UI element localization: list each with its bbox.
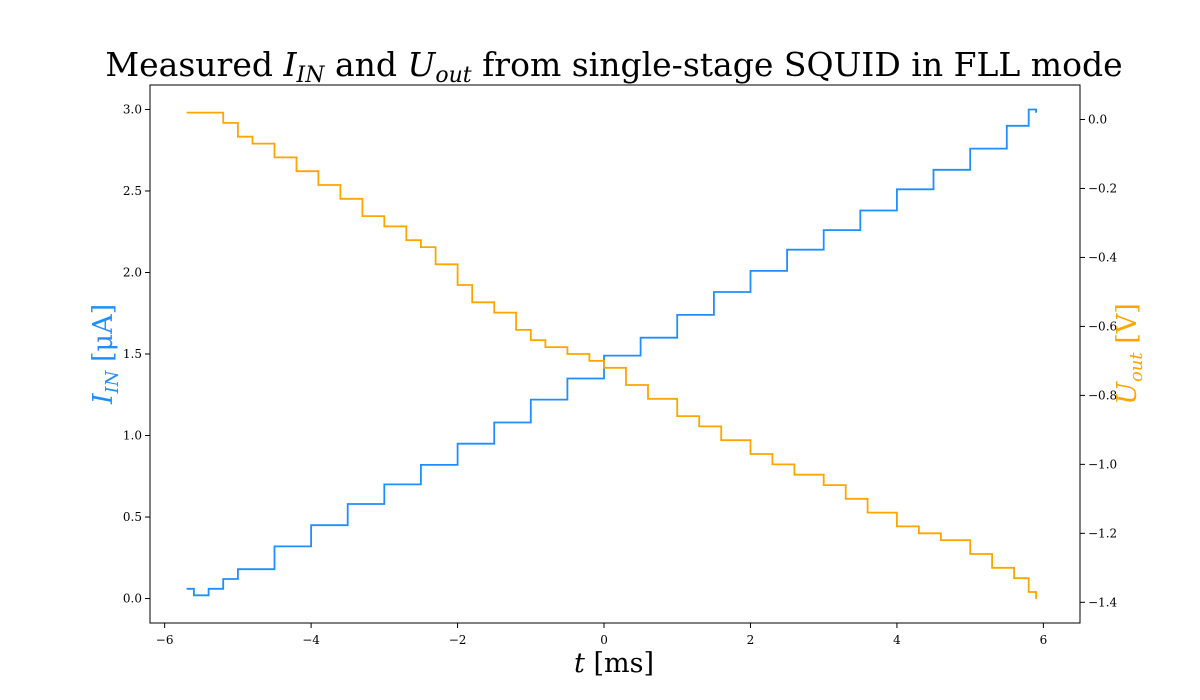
y-left-tick-label: 0.5 [123, 510, 142, 524]
x-tick-label: −2 [449, 633, 467, 647]
chart-title: Measured IIN and Uout from single-stage … [105, 45, 1122, 88]
x-tick-label: 2 [747, 633, 755, 647]
y-right-tick-label: −1.2 [1088, 526, 1117, 540]
y-right-tick-label: 0.0 [1088, 112, 1107, 126]
y-left-tick-label: 0.0 [123, 592, 142, 606]
y-left-tick-label: 2.0 [123, 265, 142, 279]
y-right-tick-label: −0.8 [1088, 388, 1117, 402]
y-left-tick-label: 1.5 [123, 347, 142, 361]
y-right-tick-label: −1.4 [1088, 595, 1118, 609]
y-axis-right-label: Uout [V] [1112, 303, 1147, 405]
y-right-tick-label: −1.0 [1088, 457, 1117, 471]
plot-frame [149, 84, 1081, 624]
y-left-tick-label: 1.0 [123, 429, 142, 443]
y-right-tick-label: −0.2 [1088, 181, 1117, 195]
x-tick-label: 4 [893, 633, 901, 647]
x-tick-label: 6 [1040, 633, 1048, 647]
y-left-tick-label: 3.0 [123, 102, 142, 116]
y-axis-left-ticks: 0.0 0.5 1.0 1.5 2.0 2.5 3.0 [123, 102, 150, 606]
y-right-tick-label: −0.4 [1088, 250, 1118, 264]
x-axis-ticks: −6 −4 −2 0 2 4 6 [156, 623, 1047, 647]
y-axis-right-ticks: 0.0 −0.2 −0.4 −0.6 −0.8 −1.0 −1.2 −1.4 [1080, 112, 1118, 609]
y-right-tick-label: −0.6 [1088, 319, 1117, 333]
x-axis-label: t [ms] [574, 648, 654, 679]
series-line-u-out [186, 111, 1037, 599]
y-left-tick-label: 2.5 [123, 184, 142, 198]
x-tick-label: −4 [302, 633, 320, 647]
y-axis-left-label: IIN [μA] [88, 304, 123, 405]
x-tick-label: −6 [156, 633, 174, 647]
series-line-i-in [186, 108, 1037, 597]
x-tick-label: 0 [600, 633, 608, 647]
